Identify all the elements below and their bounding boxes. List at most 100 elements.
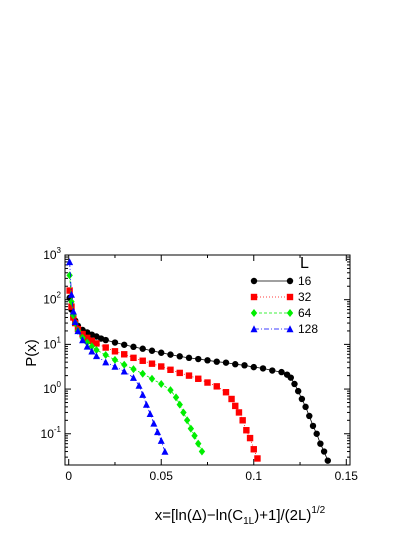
- data-point: [232, 361, 239, 368]
- data-point: [291, 380, 298, 388]
- x-axis-label: x=[ln(Δ)−ln(C1L)+1]/(2L)1/2: [155, 505, 326, 527]
- series-line: [69, 261, 166, 452]
- data-point: [121, 351, 128, 358]
- legend-marker: [250, 293, 258, 301]
- legend-label: 16: [298, 274, 312, 288]
- data-point: [195, 375, 202, 382]
- legend-marker: [286, 277, 294, 285]
- data-point: [66, 287, 73, 294]
- y-tick-label: 100: [43, 380, 61, 396]
- data-point: [195, 355, 202, 363]
- data-point: [102, 350, 109, 359]
- series-layer: [66, 258, 331, 464]
- y-tick-label: 103: [43, 246, 61, 262]
- data-point: [148, 374, 156, 383]
- data-point: [93, 340, 100, 347]
- data-point: [142, 400, 150, 408]
- data-point: [254, 455, 261, 462]
- data-point: [259, 365, 267, 372]
- legend-label: 64: [298, 306, 312, 320]
- data-point: [320, 448, 328, 455]
- data-point: [250, 446, 257, 453]
- data-point: [213, 358, 220, 365]
- x-axis-label-sub: 1L: [243, 516, 255, 527]
- data-point: [222, 359, 230, 366]
- data-point: [204, 379, 211, 386]
- series-line: [69, 290, 258, 459]
- data-point: [183, 416, 191, 425]
- legend: L 16 32 64 128: [250, 255, 318, 336]
- data-point: [121, 341, 128, 348]
- y-tick-exp: 2: [57, 291, 62, 300]
- data-point: [158, 379, 165, 388]
- data-point: [102, 358, 110, 366]
- data-point: [102, 344, 109, 351]
- data-point: [298, 395, 306, 403]
- data-point: [176, 400, 183, 409]
- y-tick-base: 10: [43, 382, 57, 396]
- series-32: [66, 287, 261, 462]
- data-point: [69, 307, 77, 315]
- data-point: [68, 303, 75, 310]
- data-point: [111, 339, 119, 346]
- x-axis-label-rest: )+1]/(2L): [254, 507, 311, 524]
- legend-label: 32: [298, 290, 312, 304]
- data-point: [150, 419, 158, 427]
- data-point: [148, 347, 156, 354]
- data-point: [191, 431, 198, 440]
- data-point: [294, 387, 302, 395]
- legend-marker: [286, 325, 294, 333]
- data-point: [187, 424, 195, 433]
- data-point: [222, 389, 230, 396]
- legend-entry-128: 128: [250, 322, 318, 336]
- data-point: [130, 354, 137, 362]
- data-point: [129, 373, 137, 381]
- x-axis: 0 0.05 0.1 0.15: [65, 255, 358, 483]
- legend-marker: [286, 293, 294, 301]
- data-point: [158, 363, 165, 370]
- data-point: [172, 393, 180, 402]
- x-tick-label: 0.05: [150, 469, 174, 483]
- data-point: [111, 348, 119, 355]
- data-point: [68, 297, 75, 306]
- data-point: [66, 258, 74, 266]
- x-axis-label-sup: 1/2: [311, 505, 325, 516]
- data-point: [121, 360, 128, 369]
- data-point: [213, 383, 220, 390]
- y-tick-label: 101: [43, 335, 61, 351]
- data-point: [130, 365, 137, 374]
- data-point: [66, 271, 73, 280]
- data-point: [84, 334, 91, 342]
- y-tick-exp: 0: [57, 380, 62, 389]
- legend-entry-32: 32: [250, 290, 312, 304]
- y-tick-exp: 1: [57, 335, 62, 344]
- data-point: [92, 352, 100, 360]
- series-128: [66, 258, 169, 455]
- data-point: [241, 362, 248, 369]
- data-point: [139, 345, 146, 352]
- data-point: [278, 368, 285, 376]
- data-point: [185, 354, 193, 362]
- data-point: [324, 457, 331, 464]
- data-point: [102, 336, 109, 344]
- data-point: [306, 412, 313, 420]
- y-axis-label: P(x): [23, 339, 40, 367]
- data-point: [148, 360, 156, 367]
- data-point: [313, 430, 320, 437]
- data-point: [204, 357, 211, 364]
- data-point: [250, 363, 257, 371]
- legend-label: 128: [298, 322, 318, 336]
- y-tick-label: 102: [43, 291, 61, 307]
- data-point: [302, 403, 309, 411]
- data-point: [158, 349, 165, 356]
- data-point: [180, 408, 187, 417]
- data-point: [84, 338, 91, 347]
- data-point: [243, 427, 250, 434]
- data-point: [176, 353, 183, 360]
- data-point: [154, 428, 162, 436]
- series-line: [69, 275, 203, 452]
- data-point: [93, 345, 100, 354]
- x-tick-label: 0.1: [245, 469, 262, 483]
- data-point: [185, 372, 193, 379]
